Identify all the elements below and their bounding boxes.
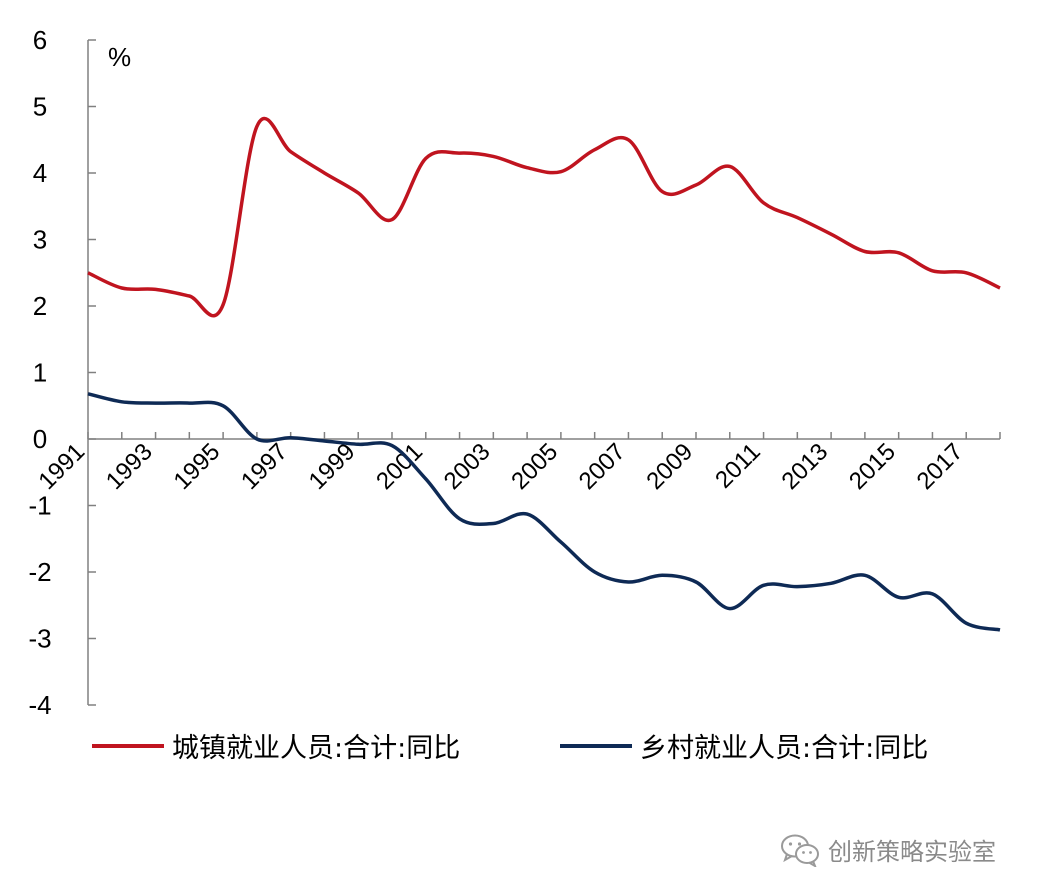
y-tick-label: 3 (33, 225, 47, 255)
watermark: 创新策略实验室 (780, 832, 996, 867)
x-tick-label: 1997 (236, 438, 293, 495)
x-tick-label: 2005 (506, 438, 563, 495)
y-tick-label: -4 (28, 690, 51, 720)
x-axis: 1991 1993 1995 1997 1999 2001 2003 2005 2007 2009… (33, 432, 1001, 495)
y-tick-label: 4 (33, 158, 47, 188)
x-tick-label: 2015 (844, 438, 901, 495)
legend-item-urban: 城镇就业人员:合计:同比 (92, 726, 460, 765)
y-tick-label: -2 (28, 557, 51, 587)
series-layer (87, 116, 1001, 632)
y-tick-label: 6 (33, 25, 47, 55)
x-tick-label: 1993 (101, 438, 158, 495)
y-tick-label: 0 (33, 424, 47, 454)
wechat-icon (781, 834, 819, 867)
x-tick-label: 2009 (641, 438, 698, 495)
x-tick-label: 2001 (371, 438, 428, 495)
x-tick-label: 2013 (777, 438, 834, 495)
y-tick-label: 5 (33, 92, 47, 122)
y-tick-label: 2 (33, 291, 47, 321)
legend-item-rural: 乡村就业人员:合计:同比 (560, 726, 928, 765)
x-tick-label: 2003 (439, 438, 496, 495)
x-tick-label: 2017 (912, 438, 969, 495)
y-tick-label: -1 (28, 491, 51, 521)
y-tick-label: -3 (28, 624, 51, 654)
y-unit-label: % (108, 42, 131, 72)
y-axis: 6 5 4 3 2 1 0 -1 -2 -3 -4 (28, 25, 96, 720)
legend-swatch-urban (92, 743, 164, 748)
series-line-rural (87, 392, 1001, 632)
x-tick-label: 1999 (304, 438, 361, 495)
y-tick-label: 1 (33, 358, 47, 388)
legend-label-urban: 城镇就业人员:合计:同比 (172, 733, 461, 764)
series-line-urban (87, 116, 1001, 318)
x-tick-label: 2011 (710, 438, 766, 494)
x-tick-label: 1995 (169, 438, 226, 495)
legend-swatch-rural (560, 743, 632, 748)
watermark-text: 创新策略实验室 (828, 838, 996, 866)
legend-label-rural: 乡村就业人员:合计:同比 (640, 733, 929, 764)
x-tick-label: 2007 (574, 438, 631, 495)
